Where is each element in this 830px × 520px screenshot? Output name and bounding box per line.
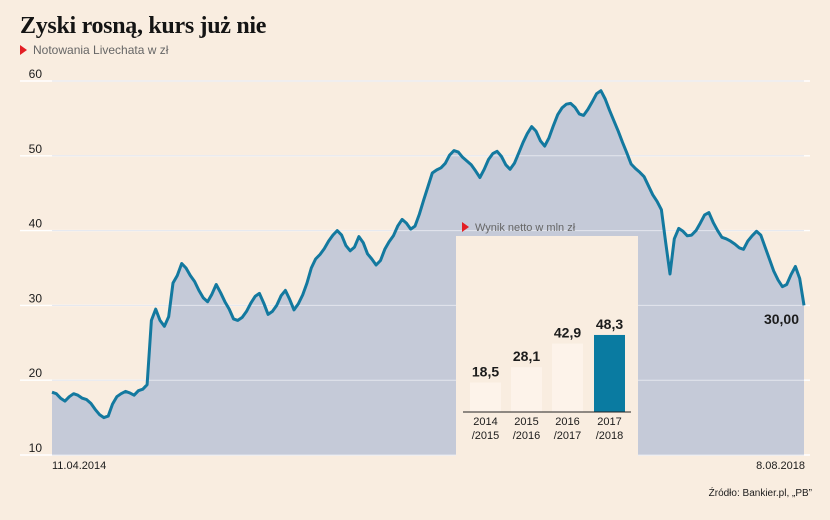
subtitle-text: Notowania Livechata w zł bbox=[33, 43, 169, 57]
chart-title: Zyski rosną, kurs już nie bbox=[20, 13, 267, 39]
bar bbox=[594, 334, 625, 412]
bar-category-label: /2018 bbox=[596, 430, 624, 442]
bar-category-label: 2017 bbox=[597, 416, 621, 428]
last-value-label: 30,00 bbox=[764, 311, 799, 327]
y-tick-label: 50 bbox=[29, 142, 43, 156]
inset-title-text: Wynik netto w mln zł bbox=[475, 222, 576, 234]
y-tick-label: 60 bbox=[29, 67, 43, 81]
red-triangle-icon bbox=[462, 222, 469, 232]
price-line bbox=[51, 89, 806, 420]
chart-subtitle: Notowania Livechata w zł bbox=[20, 43, 168, 57]
bar-value-label: 28,1 bbox=[513, 348, 540, 364]
bar-value-label: 48,3 bbox=[596, 316, 623, 332]
x-axis-start-label: 11.04.2014 bbox=[52, 460, 106, 472]
y-tick-label: 30 bbox=[29, 291, 43, 305]
x-axis-end-label: 8.08.2018 bbox=[756, 460, 805, 472]
red-triangle-icon bbox=[20, 45, 27, 55]
bar bbox=[511, 367, 542, 412]
y-tick-label: 10 bbox=[29, 441, 43, 455]
bar-category-label: 2014 bbox=[473, 416, 497, 428]
bar-value-label: 42,9 bbox=[554, 325, 581, 341]
bar-category-label: /2017 bbox=[554, 430, 582, 442]
price-area bbox=[52, 90, 804, 455]
bar-category-label: /2016 bbox=[513, 430, 541, 442]
bar-category-label: /2015 bbox=[472, 430, 500, 442]
y-tick-label: 40 bbox=[29, 217, 43, 231]
bar-category-label: 2016 bbox=[555, 416, 579, 428]
source-note: Źródło: Bankier.pl, „PB” bbox=[708, 488, 812, 499]
y-tick-label: 20 bbox=[29, 366, 43, 380]
net-profit-bar-chart: 18,5 2014/2015 28,1 2015/2016 42,9 2016/2017 4… bbox=[456, 236, 638, 456]
bar bbox=[552, 343, 583, 412]
inset-chart-title: Wynik netto w mln zł bbox=[462, 222, 575, 234]
bar-category-label: 2015 bbox=[514, 416, 538, 428]
bar-value-label: 18,5 bbox=[472, 363, 499, 379]
bar bbox=[470, 382, 501, 412]
y-axis-ticks: 10 20 30 40 50 60 bbox=[29, 67, 43, 455]
